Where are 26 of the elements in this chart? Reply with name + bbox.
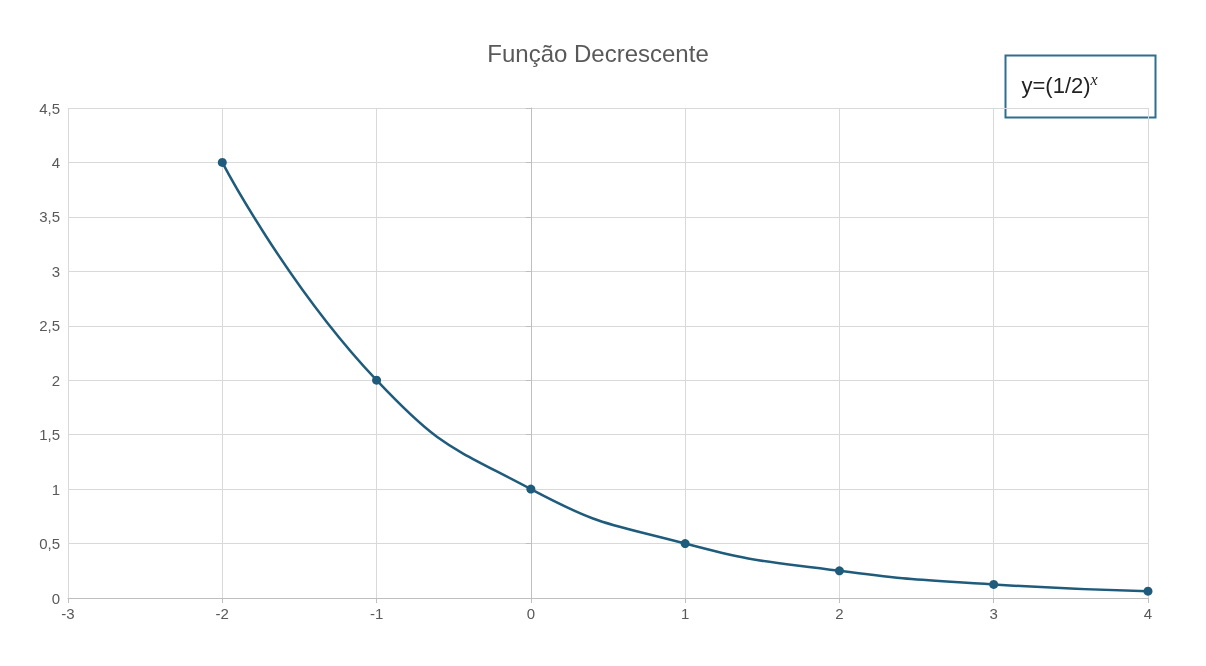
x-tick-label: -1: [369, 605, 384, 622]
point: [680, 539, 690, 549]
y-tick-label: 1: [51, 480, 60, 498]
point: [217, 157, 227, 167]
y-tick-label: 0: [51, 589, 60, 607]
y-tick-label: 3,5: [39, 208, 60, 226]
chart-title: Função Decrescente: [487, 39, 709, 67]
y-tick-label: 2: [51, 371, 60, 389]
y-tick-label: 3: [51, 262, 60, 280]
point: [372, 375, 382, 385]
x-tick-label: 3: [989, 605, 998, 622]
point: [526, 484, 536, 494]
y-tick-label: 4,5: [39, 99, 60, 117]
x-tick-label: 1: [680, 605, 690, 622]
x-tick-label: -2: [215, 605, 229, 622]
y-tick-label: 1,5: [39, 426, 60, 444]
y-tick-label: 2,5: [39, 317, 60, 335]
x-tick-label: 0: [526, 605, 536, 622]
y-tick-label: 0,5: [39, 535, 60, 553]
point: [989, 579, 999, 589]
x-tick-label: 4: [1143, 605, 1153, 622]
point: [834, 566, 844, 576]
y-tick-label: 4: [51, 153, 60, 171]
x-tick-label: -3: [61, 605, 75, 622]
x-tick-label: 2: [835, 605, 844, 622]
point: [1143, 586, 1153, 596]
